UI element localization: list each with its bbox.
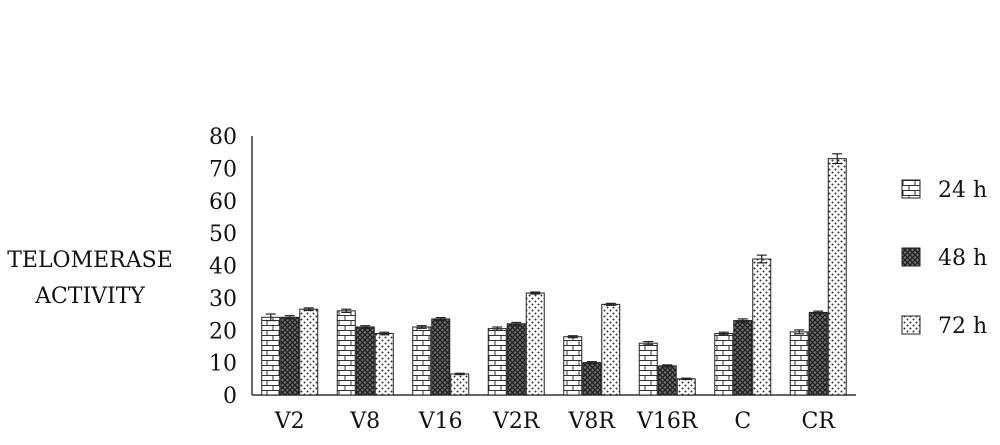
bar-v16-48h xyxy=(431,318,451,396)
bar-v16r-24h xyxy=(638,342,658,396)
x-tick-label: V16R xyxy=(636,409,699,434)
x-tick-label: V16 xyxy=(418,409,463,434)
x-tick-label: V8R xyxy=(568,409,617,434)
x-tick-label: V2 xyxy=(274,409,305,434)
legend-label: 72 h xyxy=(938,314,987,339)
bar-v8r-48h xyxy=(582,362,602,396)
y-tick-label: 50 xyxy=(209,222,237,247)
bar-cr-48h xyxy=(808,311,828,396)
bar-cr-72h xyxy=(827,158,847,396)
legend-swatch-24h xyxy=(901,179,921,199)
y-tick-label: 30 xyxy=(209,287,237,312)
y-tick-label: 10 xyxy=(209,352,237,377)
bar-v2-48h xyxy=(280,316,300,396)
bar-v2-24h xyxy=(261,316,281,396)
bar-v16r-48h xyxy=(657,365,677,396)
y-axis-label-line-1: TELOMERASE xyxy=(7,248,173,273)
y-tick-label: 70 xyxy=(209,157,237,182)
bar-v2r-48h xyxy=(506,323,526,396)
bar-v2r-72h xyxy=(525,292,545,396)
bar-v8r-72h xyxy=(601,303,621,396)
bar-v16r-72h xyxy=(676,378,696,396)
legend-swatch-48h xyxy=(901,247,921,267)
legend: 24 h 48 h 72 h xyxy=(901,178,987,339)
x-tick-label: V2R xyxy=(492,409,541,434)
bar-c-72h xyxy=(752,258,772,396)
x-tick-label: V8 xyxy=(349,409,380,434)
x-tick-label: CR xyxy=(802,409,837,434)
bars xyxy=(261,153,847,396)
legend-label: 48 h xyxy=(938,246,987,271)
bar-v8r-24h xyxy=(563,336,583,396)
y-tick-label: 40 xyxy=(209,255,237,280)
bar-v8-72h xyxy=(374,332,394,396)
y-tick-label: 80 xyxy=(209,125,237,150)
bar-v2r-24h xyxy=(487,328,507,396)
y-tick-label: 20 xyxy=(209,319,237,344)
x-tick-labels: V2 V8 V16 V2R V8R V16R C CR xyxy=(274,409,837,434)
bar-c-24h xyxy=(714,332,734,396)
y-tick-label: 60 xyxy=(209,190,237,215)
legend-swatch-72h xyxy=(901,315,921,335)
bar-cr-24h xyxy=(789,331,809,396)
bar-c-48h xyxy=(733,320,753,396)
bar-v8-24h xyxy=(336,310,356,396)
bar-v16-72h xyxy=(450,373,470,396)
bar-v16-24h xyxy=(412,326,432,396)
y-tick-label: 0 xyxy=(223,384,237,409)
legend-label: 24 h xyxy=(938,178,987,203)
y-tick-labels: 0 10 20 30 40 50 60 70 80 xyxy=(209,125,237,409)
bar-v2-72h xyxy=(299,308,319,396)
y-axis-label-line-2: ACTIVITY xyxy=(34,284,145,309)
bar-v8-48h xyxy=(355,326,375,396)
x-tick-label: C xyxy=(734,409,751,434)
